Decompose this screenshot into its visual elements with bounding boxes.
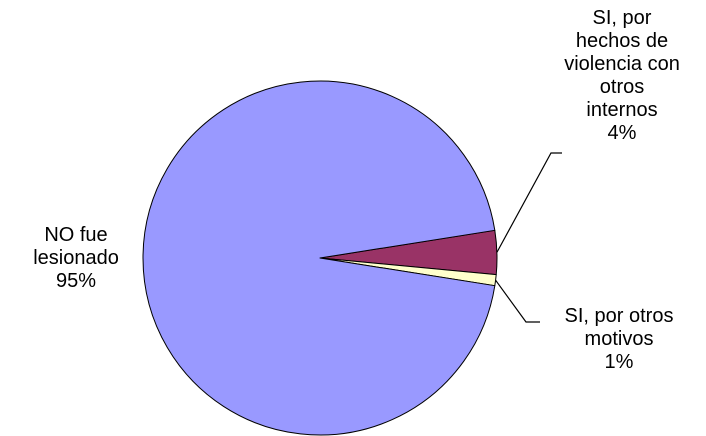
- slice-no-lesionado: [142, 80, 496, 436]
- data-label-line: SI, por: [593, 7, 652, 29]
- data-label-percent: 1%: [605, 351, 634, 373]
- data-label-line: NO fue: [44, 224, 107, 246]
- label-no-lesionado: NO fue lesionado 95%: [33, 224, 119, 292]
- label-violencia-internos: SI, por hechos de violencia con otros intern…: [564, 7, 680, 144]
- data-label-percent: 4%: [608, 122, 637, 144]
- data-label-line: lesionado: [33, 247, 119, 269]
- data-labels: NO fue lesionado 95% SI, por hechos de violen…: [33, 7, 680, 373]
- data-label-line: motivos: [585, 328, 654, 350]
- data-label-percent: 95%: [56, 270, 96, 292]
- leader-line-violencia-internos: [496, 152, 562, 253]
- data-label-line: violencia con: [564, 53, 680, 75]
- leader-lines: [495, 152, 562, 323]
- pie-slices: [142, 80, 498, 436]
- leader-line-otros-motivos: [495, 279, 540, 323]
- data-label-line: internos: [586, 99, 657, 121]
- data-label-line: SI, por otros: [565, 305, 674, 327]
- data-label-line: hechos de: [576, 30, 668, 52]
- label-otros-motivos: SI, por otros motivos 1%: [565, 305, 674, 373]
- data-label-line: otros: [600, 76, 644, 98]
